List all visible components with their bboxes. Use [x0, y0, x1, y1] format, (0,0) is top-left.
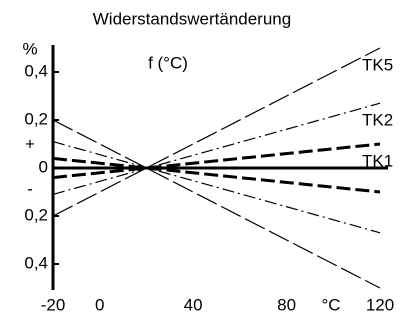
series-label: TK1: [362, 151, 393, 170]
x-tick-label: 120: [366, 295, 394, 314]
x-tick-label: 40: [184, 295, 203, 314]
series-label: TK2: [362, 111, 393, 130]
series-line: [52, 142, 381, 180]
annotation: -: [27, 179, 33, 198]
annotation: °C: [321, 295, 340, 314]
series-label: TK5: [362, 55, 393, 74]
series-line: [52, 119, 381, 289]
chart-title: Widerstandswertänderung: [93, 9, 291, 28]
series-line: [52, 156, 381, 194]
y-tick-label: 0,4: [24, 61, 48, 80]
annotation: %: [22, 39, 37, 58]
y-tick-label: 0,4: [24, 253, 48, 272]
x-tick-label: -20: [41, 295, 66, 314]
y-tick-label: 0: [39, 157, 48, 176]
x-tick-label: 0: [95, 295, 104, 314]
x-tick-label: 80: [277, 295, 296, 314]
y-tick-label: 0,2: [24, 205, 48, 224]
annotation: +: [25, 134, 35, 153]
annotation: f (°C): [148, 53, 188, 72]
y-tick-label: 0,2: [24, 109, 48, 128]
series-line: [52, 47, 381, 217]
